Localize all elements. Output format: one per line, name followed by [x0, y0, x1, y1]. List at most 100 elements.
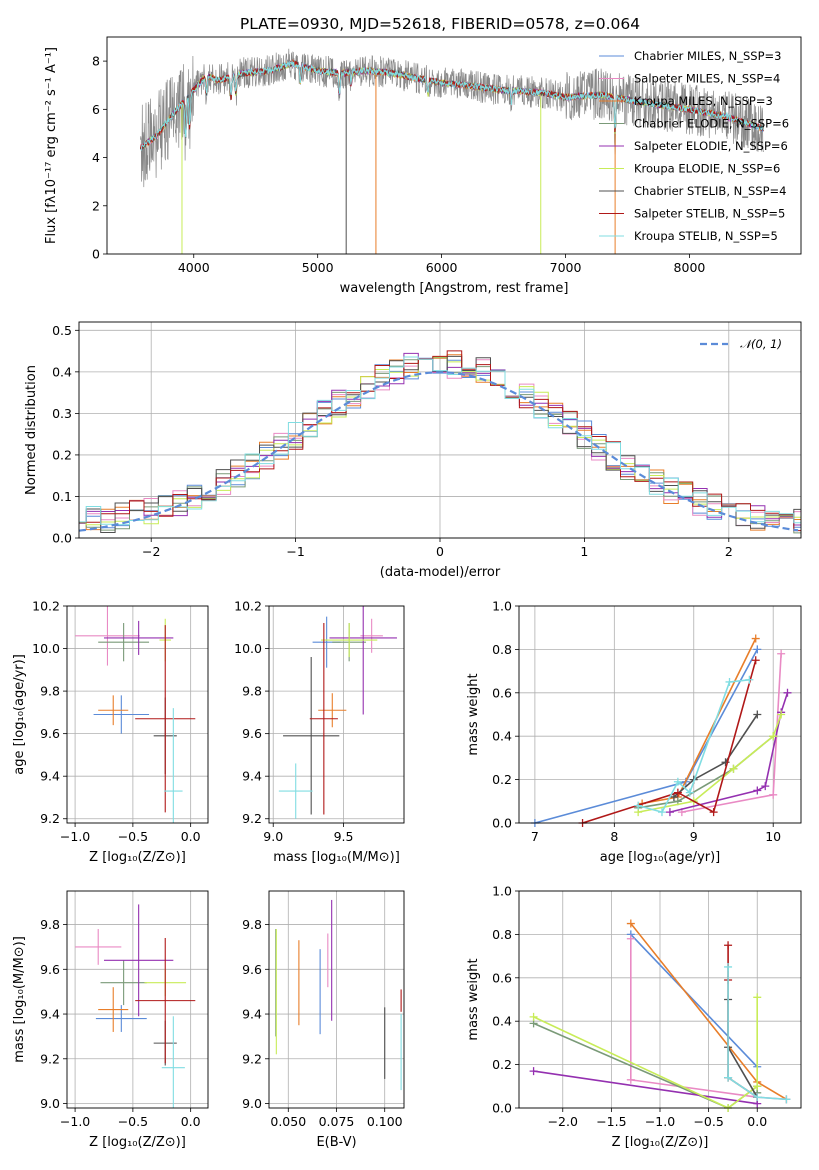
legend-entry: Kroupa ELODIE, N_SSP=6: [634, 162, 780, 176]
x-tick-label: 8: [610, 829, 618, 844]
axes-frame: [268, 605, 405, 824]
weight-point-marker: [777, 649, 786, 658]
residual-histogram-panel: −2 −1 0 1 2 0.0 0.1 0.2 0.3 0.4 0.5 (data-model)/er…: [24, 321, 802, 580]
x-axis-label: Z [log₁₀(Z/Z⊙)]: [612, 1135, 709, 1150]
x-tick-label: −1.5: [596, 1114, 626, 1129]
weight-series-line: [727, 999, 758, 1098]
weight-point-marker: [753, 1093, 762, 1102]
weight-series-line: [681, 653, 782, 813]
y-tick-label: 9.0: [242, 1096, 262, 1111]
x-axis-label: Z [log₁₀(Z/Z⊙)]: [89, 850, 186, 865]
weight-point-marker: [724, 962, 733, 971]
axes-frame: [268, 890, 405, 1109]
legend-entry: Chabrier MILES, N_SSP=3: [634, 49, 781, 63]
residual-histogram-step: [79, 357, 801, 534]
y-tick-label: 4: [92, 150, 100, 165]
x-tick-label: 0.050: [270, 1114, 306, 1129]
age-vs-mass-panel: 9.0 9.5 9.2 9.4 9.6 9.8 10.0 10.2 mass [log₁₀(M/…: [234, 599, 405, 865]
y-axis-label: Flux [fλ10⁻¹⁷ erg cm⁻² s⁻¹ A⁻¹]: [44, 47, 59, 244]
y-tick-label: 9.8: [40, 917, 60, 932]
y-tick-label: 0.0: [52, 531, 72, 546]
y-axis-label: mass weight: [466, 673, 481, 755]
weight-point-marker: [753, 645, 762, 654]
weight-point-marker: [724, 941, 733, 950]
weight-point-marker: [753, 993, 762, 1002]
weight-point-marker: [529, 1067, 538, 1076]
x-tick-label: −0.5: [118, 829, 148, 844]
y-tick-label: 9.2: [242, 811, 262, 826]
y-tick-label: 0.1: [52, 489, 72, 504]
x-tick-label: 0.0: [747, 1114, 767, 1129]
weight-point-marker: [634, 801, 643, 810]
x-tick-label: −1.0: [60, 1114, 90, 1129]
y-tick-label: 0: [92, 247, 100, 262]
y-tick-label: 10.0: [32, 641, 60, 656]
weight-point-marker: [673, 788, 682, 797]
mass-vs-metallicity-panel: −1.0 −0.5 0.0 9.0 9.2 9.4 9.6 9.8 Z [log₁₀(Z/Z⊙)…: [12, 890, 209, 1150]
x-tick-label: 2: [725, 544, 733, 559]
x-tick-label: 8000: [674, 260, 706, 275]
x-tick-label: 1: [580, 544, 588, 559]
figure-title: PLATE=0930, MJD=52618, FIBERID=0578, z=0…: [240, 15, 640, 33]
weight-series-line: [727, 967, 787, 1101]
y-tick-label: 0.2: [492, 1057, 512, 1072]
y-tick-label: 0.8: [492, 927, 512, 942]
y-axis-label: Normed distribution: [24, 365, 39, 495]
weight-vs-metallicity-panel: −2.0 −1.5 −1.0 −0.5 0.0 0.0 0.2 0.4 0.6 0.8 1.0 Z […: [466, 884, 802, 1150]
x-tick-label: −1: [286, 544, 304, 559]
y-tick-label: 9.2: [40, 811, 60, 826]
weight-point-marker: [753, 1082, 762, 1091]
x-tick-label: 10: [765, 829, 781, 844]
weight-series-line: [673, 714, 758, 798]
y-tick-label: 0.0: [492, 816, 512, 831]
weight-point-marker: [724, 1073, 733, 1082]
x-tick-label: −2: [142, 544, 160, 559]
weight-point-marker: [751, 656, 760, 665]
weight-point-marker: [725, 677, 734, 686]
x-tick-label: −0.5: [693, 1114, 723, 1129]
weight-series-line: [533, 997, 758, 1108]
y-tick-label: 9.6: [40, 726, 60, 741]
legend-entry: Salpeter MILES, N_SSP=4: [634, 72, 780, 86]
weight-series-line: [533, 1022, 758, 1108]
y-tick-label: 1.0: [492, 884, 512, 899]
y-axis-label: mass weight: [466, 958, 481, 1040]
y-tick-label: 0.6: [492, 685, 512, 700]
weight-point-marker: [657, 808, 666, 817]
y-tick-label: 0.6: [492, 970, 512, 985]
weight-point-marker: [729, 764, 738, 773]
x-tick-label: 0.075: [319, 1114, 355, 1129]
weight-point-marker: [761, 782, 770, 791]
legend-entry: Chabrier STELIB, N_SSP=4: [634, 184, 786, 198]
legend-entry: Kroupa MILES, N_SSP=3: [634, 94, 773, 108]
x-tick-label: 7: [531, 829, 539, 844]
x-axis-label: Z [log₁₀(Z/Z⊙)]: [89, 1135, 186, 1150]
y-tick-label: 0.4: [492, 1014, 512, 1029]
y-tick-label: 9.4: [40, 1007, 60, 1022]
axes-frame: [78, 321, 802, 539]
y-tick-label: 9.6: [242, 962, 262, 977]
y-tick-label: 10.2: [234, 599, 262, 614]
weight-point-marker: [745, 675, 754, 684]
weight-point-marker: [782, 1095, 791, 1104]
x-tick-label: −1.0: [60, 829, 90, 844]
y-tick-label: 0.4: [52, 364, 72, 379]
x-axis-label: mass [log₁₀(M/M⊙)]: [273, 850, 400, 865]
weight-series-line: [533, 1070, 758, 1105]
x-axis-label: E(B-V): [316, 1135, 356, 1150]
y-tick-label: 9.6: [40, 962, 60, 977]
x-tick-label: 7000: [550, 260, 582, 275]
weight-point-marker: [673, 777, 682, 786]
y-tick-label: 0.2: [52, 447, 72, 462]
observed-spectrum: [140, 48, 764, 188]
model-spectrum-line: [140, 60, 765, 150]
weight-series-line: [582, 660, 757, 823]
weight-series-line: [630, 933, 758, 1068]
x-tick-label: 9.0: [263, 829, 283, 844]
x-tick-label: 9.5: [334, 829, 354, 844]
x-tick-label: 0.0: [181, 829, 201, 844]
legend-entry: Chabrier ELODIE, N_SSP=6: [634, 117, 789, 131]
x-tick-label: 0.0: [181, 1114, 201, 1129]
y-tick-label: 9.8: [242, 917, 262, 932]
